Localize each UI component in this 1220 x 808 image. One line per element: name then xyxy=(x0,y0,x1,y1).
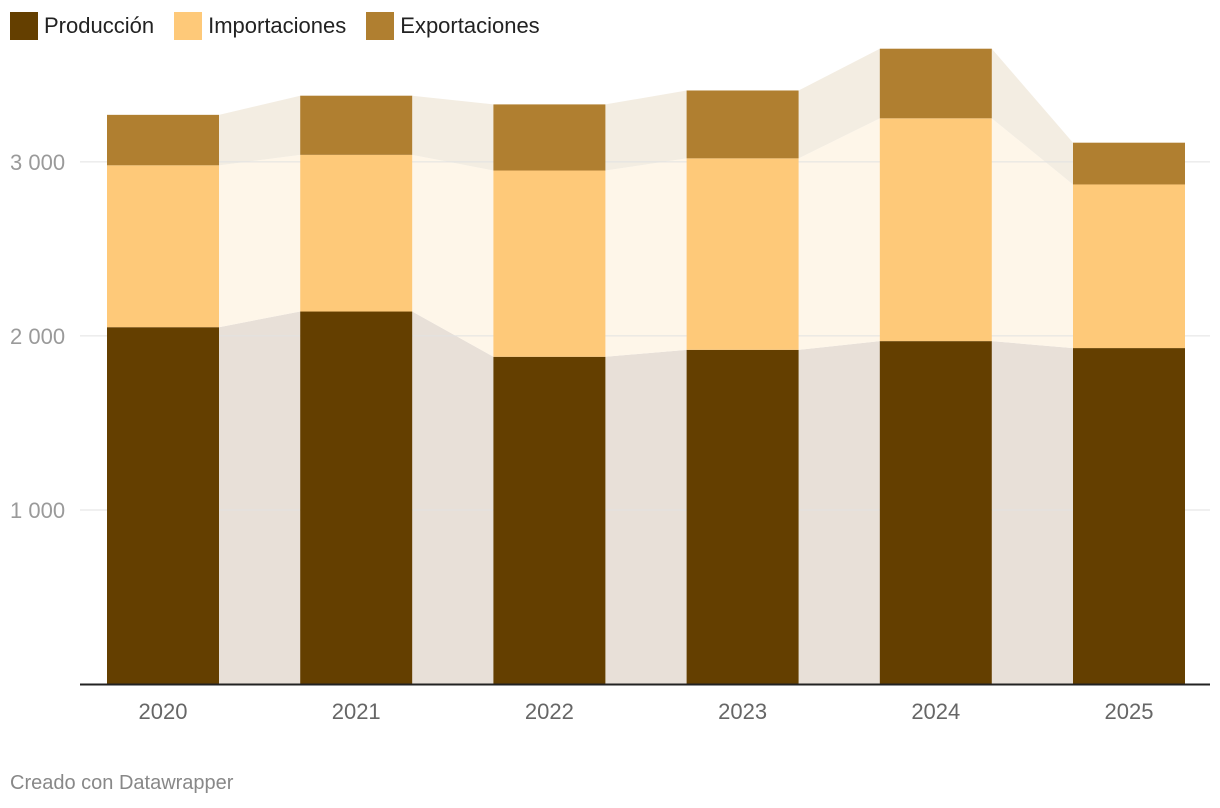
y-tick-label: 1 000 xyxy=(10,498,65,523)
bar-segment xyxy=(300,154,413,312)
connector-area xyxy=(991,48,1073,185)
legend-label-exportaciones: Exportaciones xyxy=(400,13,540,38)
legend-swatch-exportaciones xyxy=(366,12,395,40)
connector-area xyxy=(219,311,301,684)
connector-area xyxy=(991,118,1073,349)
chart-legend: Producción Importaciones Exportaciones xyxy=(10,12,560,40)
bar-segment xyxy=(493,170,606,357)
legend-label-produccion: Producción xyxy=(44,13,155,38)
bar-segment xyxy=(300,311,413,684)
connector-areas xyxy=(219,48,1073,684)
bar-segment xyxy=(107,114,219,166)
x-tick-label: 2023 xyxy=(718,699,767,724)
connector-area xyxy=(219,95,301,166)
legend-item-produccion: Producción xyxy=(10,12,154,40)
bars: 2020 2021 2022 2023 2024 2025 xyxy=(107,48,1185,724)
bar-segment xyxy=(686,90,799,159)
bar-segment xyxy=(1073,142,1185,185)
bar-segment xyxy=(1073,348,1185,684)
legend-swatch-importaciones xyxy=(174,12,203,40)
x-tick-label: 2021 xyxy=(332,699,381,724)
connector-area xyxy=(798,118,880,350)
bar-segment xyxy=(1073,184,1185,349)
bar-segment xyxy=(879,118,992,342)
connector-area xyxy=(412,154,494,357)
bar-segment xyxy=(107,165,219,328)
bar-segment xyxy=(300,95,413,155)
bar-segment xyxy=(879,48,992,119)
legend-item-importaciones: Importaciones xyxy=(174,12,346,40)
bar-segment xyxy=(107,327,219,684)
connector-area xyxy=(605,349,687,684)
connector-area xyxy=(798,48,880,159)
bar-segment xyxy=(493,356,606,684)
connector-area xyxy=(412,311,494,684)
bar-segment xyxy=(686,349,799,684)
x-tick-label: 2022 xyxy=(525,699,574,724)
legend-swatch-produccion xyxy=(10,12,38,40)
connector-area xyxy=(605,90,687,171)
legend-item-exportaciones: Exportaciones xyxy=(366,12,540,40)
x-tick-label: 2024 xyxy=(911,699,960,724)
credit-text: Creado con Datawrapper xyxy=(10,772,234,794)
bar-segment xyxy=(493,104,606,171)
x-tick-label: 2025 xyxy=(1105,699,1154,724)
bar-segment xyxy=(686,158,799,350)
y-tick-label: 3 000 xyxy=(10,150,65,175)
y-tick-label: 2 000 xyxy=(10,324,65,349)
bar-segment xyxy=(879,341,992,684)
connector-area xyxy=(991,341,1073,684)
connector-area xyxy=(219,154,301,328)
legend-label-importaciones: Importaciones xyxy=(208,13,347,38)
connector-area xyxy=(798,341,880,684)
connector-area xyxy=(412,95,494,171)
y-grid: 1 000 2 000 3 000 xyxy=(10,150,1210,523)
connector-area xyxy=(605,158,687,357)
x-tick-label: 2020 xyxy=(139,699,188,724)
